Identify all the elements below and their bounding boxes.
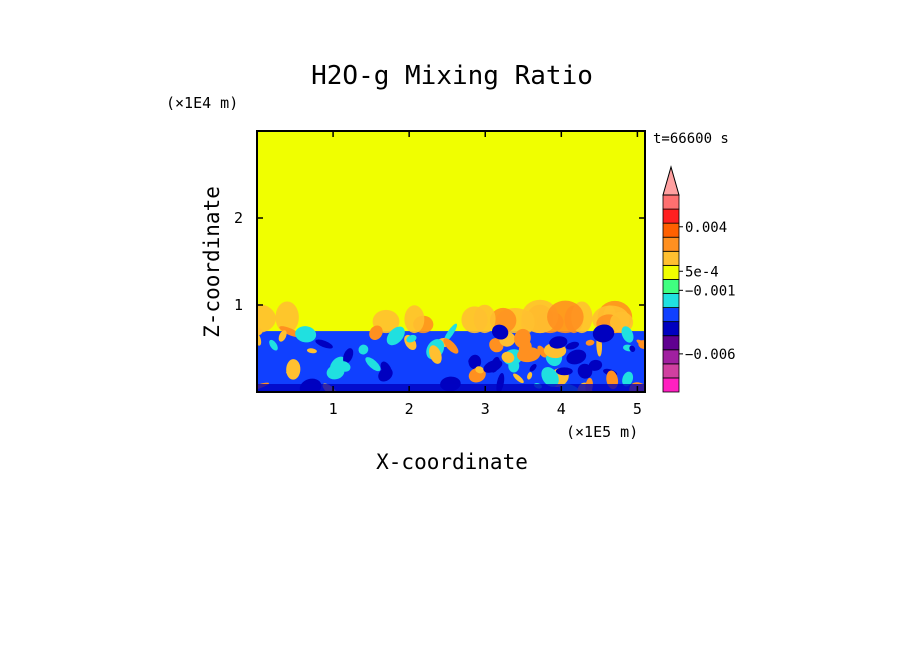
y-scale-label: (×1E4 m) (166, 94, 238, 112)
plume-mark (547, 300, 584, 334)
colorbar-bin (662, 236, 680, 252)
colorbar-bin (662, 307, 680, 323)
x-tick-label: 4 (557, 400, 566, 418)
plume-mark (275, 301, 299, 334)
turbulence-mark (513, 373, 524, 384)
turbulence-mark (429, 345, 442, 364)
turbulence-mark (529, 363, 537, 372)
turbulence-mark (380, 361, 393, 378)
colorbar-bin (662, 321, 680, 337)
turbulence-mark (343, 348, 354, 364)
x-tick-label: 2 (405, 400, 414, 418)
colorbar-extend-arrow (662, 165, 680, 196)
turbulence-mark (636, 339, 645, 348)
turbulence-mark (257, 327, 263, 336)
plot-area (257, 131, 645, 392)
turbulence-mark (279, 326, 301, 338)
turbulence-mark (365, 357, 381, 372)
turbulence-mark (537, 345, 547, 358)
colorbar-label: 0.004 (685, 220, 727, 236)
plume-mark (404, 305, 425, 334)
colorbar: 0.004 5e-4 −0.001 −0.006 (662, 165, 736, 393)
turbulence-mark (315, 339, 333, 349)
turbulence-mark (443, 323, 458, 343)
plume-mark (257, 303, 276, 334)
turbulence-mark (358, 344, 369, 355)
turbulence-mark (369, 325, 383, 340)
plume-mark (473, 304, 496, 334)
turbulence-mark (565, 341, 580, 350)
turbulence-mark (566, 349, 587, 365)
colorbar-label: 5e-4 (685, 264, 719, 280)
colorbar-bin (662, 264, 680, 280)
colorbar-bin (662, 208, 680, 224)
x-tick-label: 1 (329, 400, 338, 418)
turbulence-mark (269, 339, 278, 351)
turbulence-mark (541, 367, 559, 387)
turbulence-mark (295, 326, 317, 343)
x-scale-label: (×1E5 m) (566, 423, 638, 441)
turbulence-mark (585, 339, 595, 346)
turbulence-mark (555, 367, 573, 376)
turbulence-mark (278, 330, 287, 342)
turbulence-mark (622, 371, 634, 387)
colorbar-bin (662, 279, 680, 294)
turbulence-mark (386, 326, 405, 346)
colorbar-label: −0.001 (685, 283, 736, 299)
colorbar-label: −0.006 (685, 347, 736, 363)
turbulence-mark (491, 324, 509, 340)
turbulence-mark (406, 334, 417, 343)
turbulence-mark (577, 363, 593, 379)
turbulence-mark (338, 361, 351, 372)
colorbar-bin (662, 363, 680, 379)
turbulence-mark (443, 338, 459, 354)
turbulence-mark (592, 324, 615, 343)
turbulence-mark (306, 348, 317, 354)
colorbar-bin (662, 349, 680, 365)
colorbar-bin (662, 250, 680, 266)
turbulence-mark (475, 366, 484, 374)
colorbar-bin (662, 335, 680, 351)
turbulence-mark (483, 359, 503, 373)
time-label: t=66600 s (653, 131, 729, 147)
y-axis-label: Z-coordinate (200, 186, 224, 338)
turbulence-mark (514, 328, 531, 348)
turbulence-mark (621, 326, 634, 343)
x-tick-label: 5 (633, 400, 642, 418)
colorbar-bin (662, 194, 680, 210)
turbulence-mark (286, 365, 299, 374)
y-tick-label: 1 (234, 296, 243, 314)
turbulence-mark (468, 356, 478, 365)
x-tick-label: 3 (481, 400, 490, 418)
turbulence-mark (549, 336, 568, 349)
surface-band (257, 384, 645, 392)
turbulence-mark (501, 351, 515, 363)
turbulence-mark (527, 372, 533, 380)
y-tick-label: 2 (234, 209, 243, 227)
colorbar-bin (662, 293, 680, 308)
x-axis-label: X-coordinate (376, 450, 528, 474)
colorbar-bin (662, 222, 680, 238)
colorbar-bin (662, 377, 680, 393)
turbulence-mark (588, 359, 603, 371)
turbulence-mark (629, 345, 636, 352)
plot-frame (256, 130, 646, 393)
chart-title: H2O-g Mixing Ratio (311, 61, 593, 91)
